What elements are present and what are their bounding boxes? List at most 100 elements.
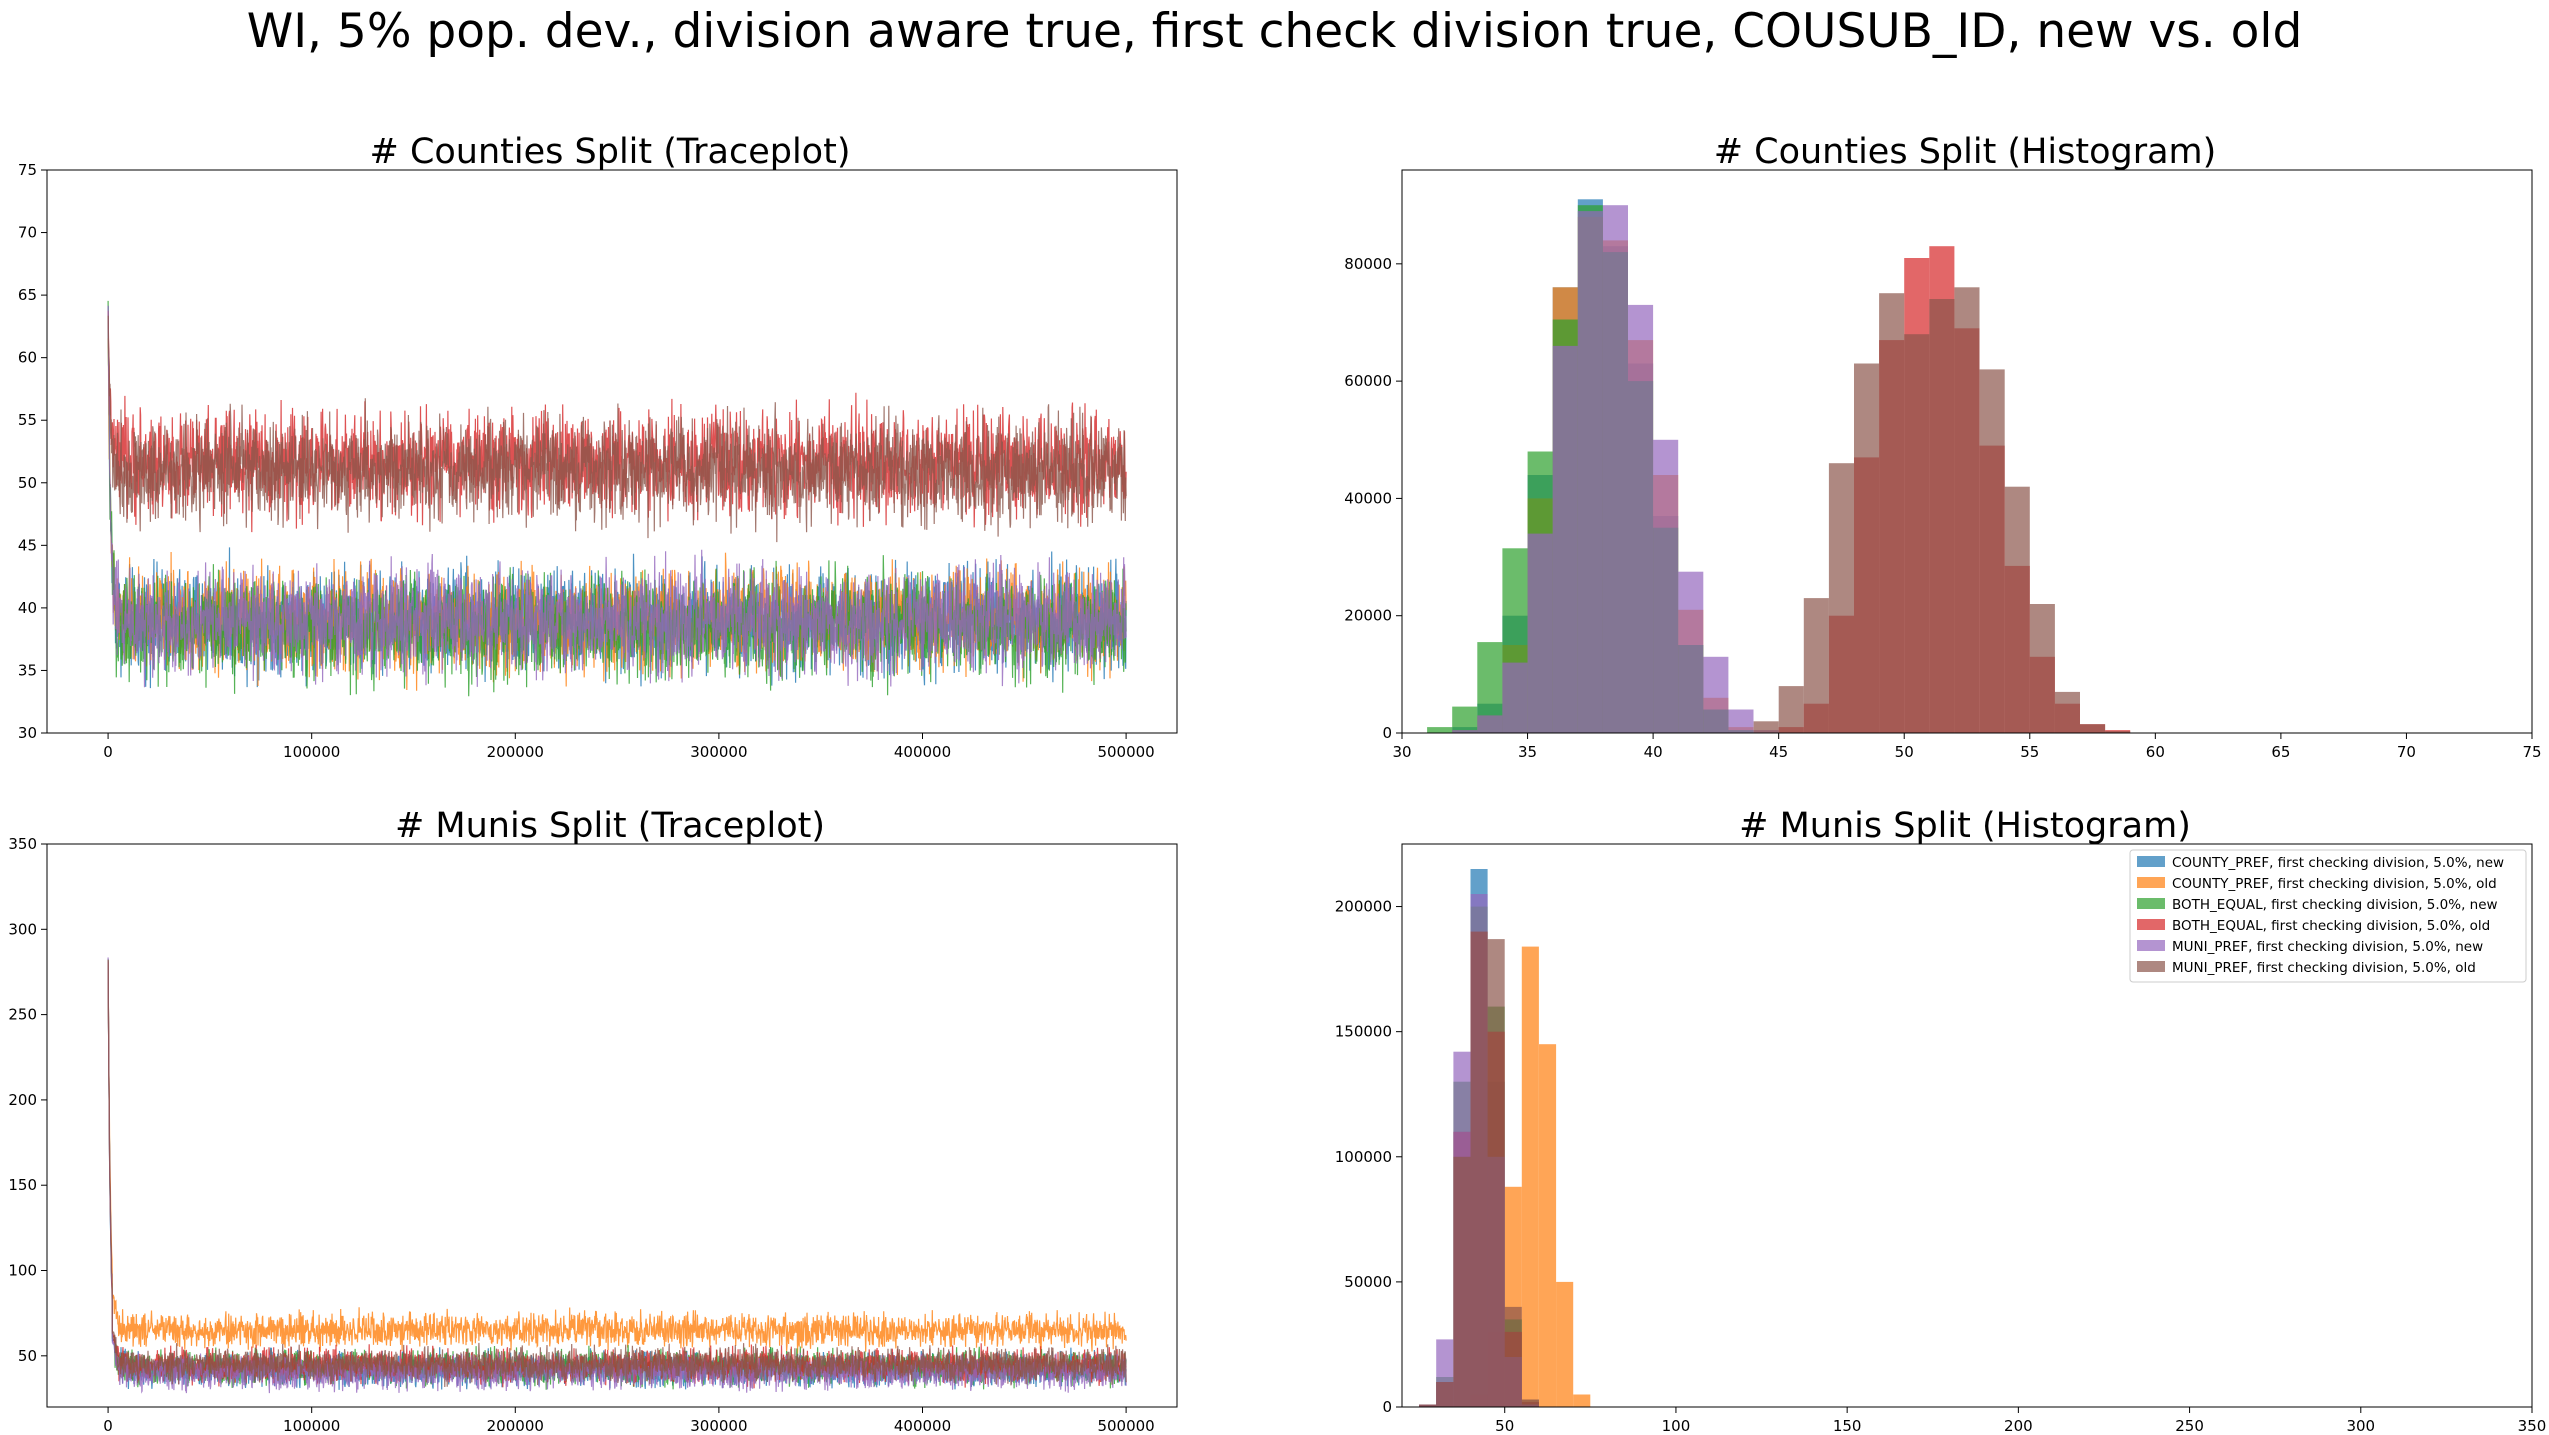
histogram-bar	[1879, 293, 1905, 733]
histogram-bar	[1521, 1399, 1539, 1407]
x-tick-label: 100000	[283, 1417, 340, 1435]
histogram-bar	[1828, 463, 1854, 733]
legend-entry: MUNI_PREF, first checking division, 5.0%…	[2137, 960, 2476, 976]
panel-munis-histogram: # Munis Split (Histogram) 50 100 150 200 250…	[1335, 806, 2547, 1435]
legend-entry: MUNI_PREF, first checking division, 5.0%…	[2137, 939, 2483, 955]
legend-frame	[2129, 849, 2527, 983]
y-tick-label: 100	[8, 1262, 37, 1280]
y-tick-label: 50000	[1344, 1273, 1392, 1291]
panel-munis-traceplot: # Munis Split (Traceplot) 0 100000 200000 3…	[8, 806, 1178, 1435]
histogram-bar	[1477, 715, 1503, 733]
x-tick-label: 0	[103, 743, 113, 761]
histogram-bar	[1556, 1281, 1574, 1407]
histogram-bar	[1419, 1404, 1437, 1407]
x-tick-label: 400000	[894, 743, 951, 761]
legend-label: MUNI_PREF, first checking division, 5.0%…	[2172, 960, 2476, 976]
y-tick-label: 300	[8, 920, 37, 938]
x-tick-label: 500000	[1097, 743, 1154, 761]
histogram-bar	[1653, 439, 1679, 733]
x-tick-label: 400000	[894, 1417, 951, 1435]
histogram-bar	[2054, 691, 2080, 733]
y-tick-label: 100000	[1335, 1148, 1392, 1166]
histogram-bar	[2029, 604, 2055, 733]
x-tick-label: 50	[1495, 1417, 1514, 1435]
trace-series-line	[107, 315, 1127, 543]
panel-counties-histogram: # Counties Split (Histogram) 30 35 40 45 50 5…	[1344, 132, 2541, 761]
panel-title: # Counties Split (Histogram)	[1714, 132, 2217, 172]
panel-counties-traceplot: # Counties Split (Traceplot) 0 100000 2000…	[18, 132, 1178, 761]
y-tick-label: 150000	[1335, 1023, 1392, 1041]
histogram-bar	[1904, 334, 1930, 733]
x-tick-label: 70	[2397, 743, 2416, 761]
x-tick-label: 500000	[1097, 1417, 1154, 1435]
x-tick-label: 300000	[690, 1417, 747, 1435]
legend-label: MUNI_PREF, first checking division, 5.0%…	[2172, 939, 2483, 955]
x-tick-label: 50	[1895, 743, 1914, 761]
y-tick-label: 0	[1382, 1398, 1392, 1416]
x-tick-label: 60	[2146, 743, 2165, 761]
legend-swatch	[2137, 961, 2165, 972]
y-tick-label: 55	[18, 411, 37, 429]
histogram-bar	[1854, 363, 1880, 733]
histogram-bar	[1502, 662, 1528, 733]
x-tick-label: 350	[2518, 1417, 2547, 1435]
legend-swatch	[2137, 919, 2165, 930]
y-tick-label: 350	[8, 835, 37, 853]
histogram-bar	[1539, 1044, 1557, 1407]
x-tick-label: 30	[1392, 743, 1411, 761]
y-tick-label: 150	[8, 1176, 37, 1194]
histogram-bar	[1452, 706, 1478, 733]
y-tick-label: 200000	[1335, 898, 1392, 916]
histogram-bar	[1504, 1306, 1522, 1407]
histogram-bar	[1521, 946, 1539, 1407]
y-tick-label: 30	[18, 724, 37, 742]
x-tick-label: 200000	[487, 1417, 544, 1435]
legend-swatch	[2137, 940, 2165, 951]
y-tick-label: 50	[18, 474, 37, 492]
legend-label: BOTH_EQUAL, first checking division, 5.0…	[2172, 918, 2490, 934]
histogram-bar	[1573, 1394, 1591, 1407]
y-tick-label: 60	[18, 349, 37, 367]
histogram-bar	[1678, 571, 1704, 733]
x-tick-label: 75	[2522, 743, 2541, 761]
histogram-bar	[1753, 721, 1779, 733]
y-tick-label: 250	[8, 1006, 37, 1024]
x-tick-label: 200	[2004, 1417, 2033, 1435]
legend-entry: COUNTY_PREF, first checking division, 5.…	[2137, 876, 2497, 892]
histogram-bar	[1954, 287, 1980, 733]
legend-entry: BOTH_EQUAL, first checking division, 5.0…	[2137, 918, 2490, 934]
x-tick-label: 200000	[487, 743, 544, 761]
y-tick-label: 80000	[1344, 255, 1392, 273]
histogram-bar	[1453, 1156, 1471, 1407]
panel-title: # Munis Split (Histogram)	[1739, 806, 2191, 846]
y-tick-label: 50	[18, 1347, 37, 1365]
y-tick-label: 65	[18, 286, 37, 304]
legend-label: BOTH_EQUAL, first checking division, 5.0…	[2172, 897, 2498, 913]
legend-label: COUNTY_PREF, first checking division, 5.…	[2172, 876, 2497, 892]
histogram-bar	[1436, 1382, 1454, 1407]
histogram-bar	[2105, 731, 2131, 733]
x-tick-label: 150	[1833, 1417, 1862, 1435]
histogram-bar	[1628, 304, 1654, 733]
histogram-bar	[1552, 345, 1578, 733]
histogram-bar	[1979, 369, 2005, 733]
y-tick-label: 45	[18, 536, 37, 554]
x-tick-label: 55	[2020, 743, 2039, 761]
y-tick-label: 60000	[1344, 372, 1392, 390]
y-tick-label: 75	[18, 161, 37, 179]
trace-series-line	[107, 959, 1127, 1354]
histogram-bar	[1803, 598, 1829, 733]
x-tick-label: 300	[2346, 1417, 2375, 1435]
x-tick-label: 100000	[283, 743, 340, 761]
x-tick-label: 40	[1644, 743, 1663, 761]
y-tick-label: 40000	[1344, 489, 1392, 507]
histogram-bar	[1577, 211, 1603, 733]
x-tick-label: 0	[103, 1417, 113, 1435]
legend-entry: COUNTY_PREF, first checking division, 5.…	[2137, 855, 2504, 871]
panel-title: # Counties Split (Traceplot)	[370, 132, 851, 172]
histogram-bar	[2080, 724, 2106, 733]
histogram-bar	[1452, 730, 1478, 733]
x-tick-label: 45	[1769, 743, 1788, 761]
